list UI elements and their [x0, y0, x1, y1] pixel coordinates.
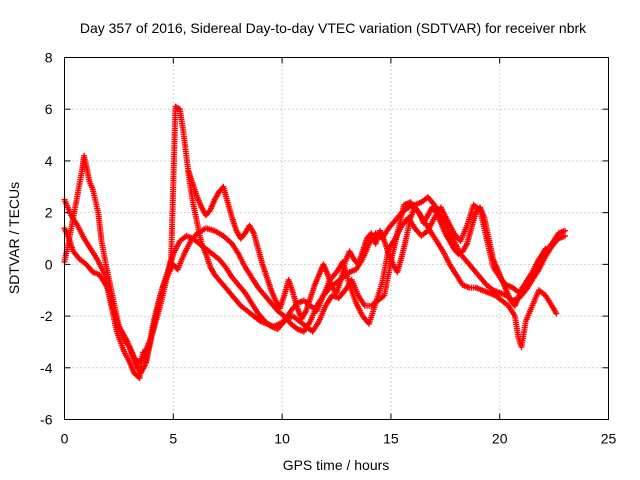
y-tick-label: 0	[45, 256, 53, 272]
data-point	[553, 310, 560, 317]
x-axis-label: GPS time / hours	[283, 457, 390, 473]
x-tick-label: 20	[492, 431, 508, 447]
data-points	[61, 103, 568, 382]
x-axis: 0 5 10 15 20 25	[61, 57, 617, 447]
y-tick-label: 4	[45, 153, 53, 169]
x-tick-label: 25	[601, 431, 617, 447]
y-tick-label: -2	[40, 308, 53, 324]
y-axis: -6 -4 -2 0 2 4 6 8	[40, 50, 609, 428]
x-tick-label: 0	[61, 431, 69, 447]
series-track-b	[61, 103, 560, 376]
data-point	[542, 245, 549, 252]
series-track-d	[185, 168, 549, 322]
y-tick-label: 2	[45, 205, 53, 221]
y-axis-label: SDTVAR / TECUs	[6, 182, 22, 294]
plot-frame	[64, 57, 609, 420]
y-tick-label: 6	[45, 101, 53, 117]
x-tick-label: 10	[274, 431, 290, 447]
x-tick-label: 15	[383, 431, 399, 447]
x-tick-label: 5	[169, 431, 177, 447]
chart-title: Day 357 of 2016, Sidereal Day-to-day VTE…	[80, 20, 587, 36]
data-point	[206, 208, 213, 215]
y-tick-label: 8	[45, 50, 53, 66]
y-tick-label: -4	[40, 360, 53, 376]
y-tick-label: -6	[40, 412, 53, 428]
data-point	[562, 232, 568, 239]
data-point	[562, 227, 568, 234]
